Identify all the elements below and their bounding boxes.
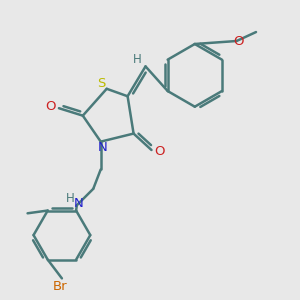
Text: N: N [97,141,107,154]
Text: O: O [45,100,56,113]
Text: H: H [66,192,74,205]
Text: N: N [74,197,84,210]
Text: O: O [154,145,165,158]
Text: Br: Br [53,280,68,293]
Text: H: H [133,53,142,66]
Text: S: S [97,77,106,90]
Text: O: O [233,34,243,47]
